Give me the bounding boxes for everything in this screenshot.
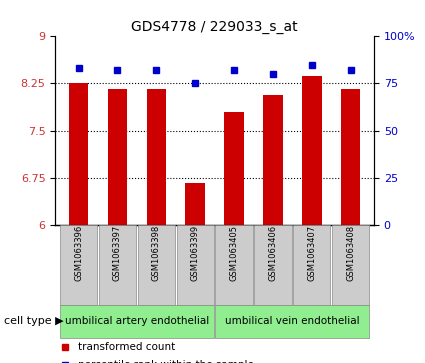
Text: GSM1063406: GSM1063406	[269, 225, 278, 281]
Text: GSM1063407: GSM1063407	[307, 225, 316, 281]
Text: GSM1063396: GSM1063396	[74, 225, 83, 281]
Text: GSM1063405: GSM1063405	[230, 225, 238, 281]
Text: umbilical artery endothelial: umbilical artery endothelial	[65, 316, 209, 326]
Bar	[254, 225, 292, 305]
Text: GSM1063398: GSM1063398	[152, 225, 161, 281]
Title: GDS4778 / 229033_s_at: GDS4778 / 229033_s_at	[131, 20, 298, 34]
Bar	[138, 225, 175, 305]
Bar	[263, 95, 283, 225]
Bar	[332, 225, 369, 305]
Bar	[69, 83, 88, 225]
Bar	[215, 225, 253, 305]
Bar	[99, 225, 136, 305]
Bar	[108, 89, 127, 225]
Bar	[60, 305, 214, 338]
Bar	[215, 305, 369, 338]
Text: umbilical vein endothelial: umbilical vein endothelial	[225, 316, 360, 326]
Text: transformed count: transformed count	[77, 342, 175, 352]
Bar	[302, 76, 322, 225]
Bar	[341, 89, 360, 225]
Text: GSM1063408: GSM1063408	[346, 225, 355, 281]
Bar	[185, 183, 205, 225]
Text: percentile rank within the sample: percentile rank within the sample	[77, 360, 253, 363]
Text: GSM1063397: GSM1063397	[113, 225, 122, 281]
Bar	[176, 225, 214, 305]
Text: GSM1063399: GSM1063399	[191, 225, 200, 281]
Bar	[60, 225, 97, 305]
Text: cell type ▶: cell type ▶	[4, 316, 64, 326]
Bar	[147, 89, 166, 225]
Bar	[224, 112, 244, 225]
Bar	[293, 225, 331, 305]
